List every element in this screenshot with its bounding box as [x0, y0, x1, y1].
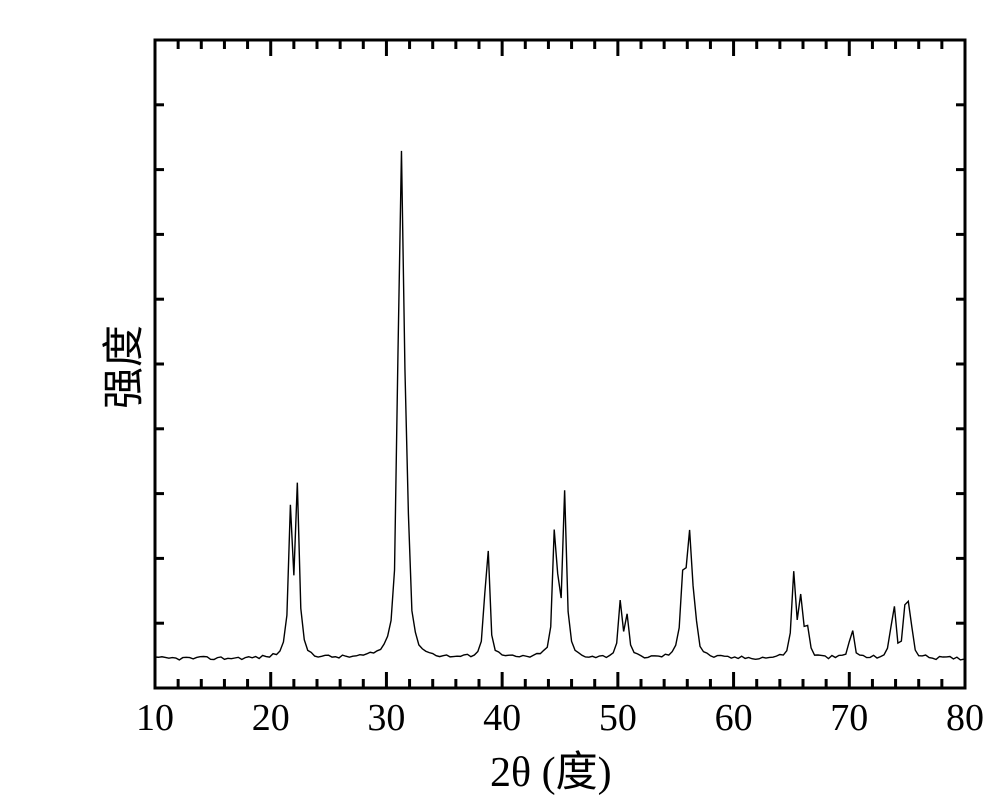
x-tick-label: 10: [136, 696, 174, 740]
x-tick-label: 30: [367, 696, 405, 740]
y-axis-label: 强度: [90, 325, 151, 409]
x-tick-label: 40: [483, 696, 521, 740]
x-tick-label: 20: [252, 696, 290, 740]
x-tick-label: 80: [946, 696, 984, 740]
x-tick-label: 50: [599, 696, 637, 740]
xrd-chart: 强度 2θ (度) 1020304050607080: [0, 0, 1000, 786]
x-tick-label: 60: [715, 696, 753, 740]
x-axis-label: 2θ (度): [490, 738, 612, 799]
x-tick-label: 70: [830, 696, 868, 740]
